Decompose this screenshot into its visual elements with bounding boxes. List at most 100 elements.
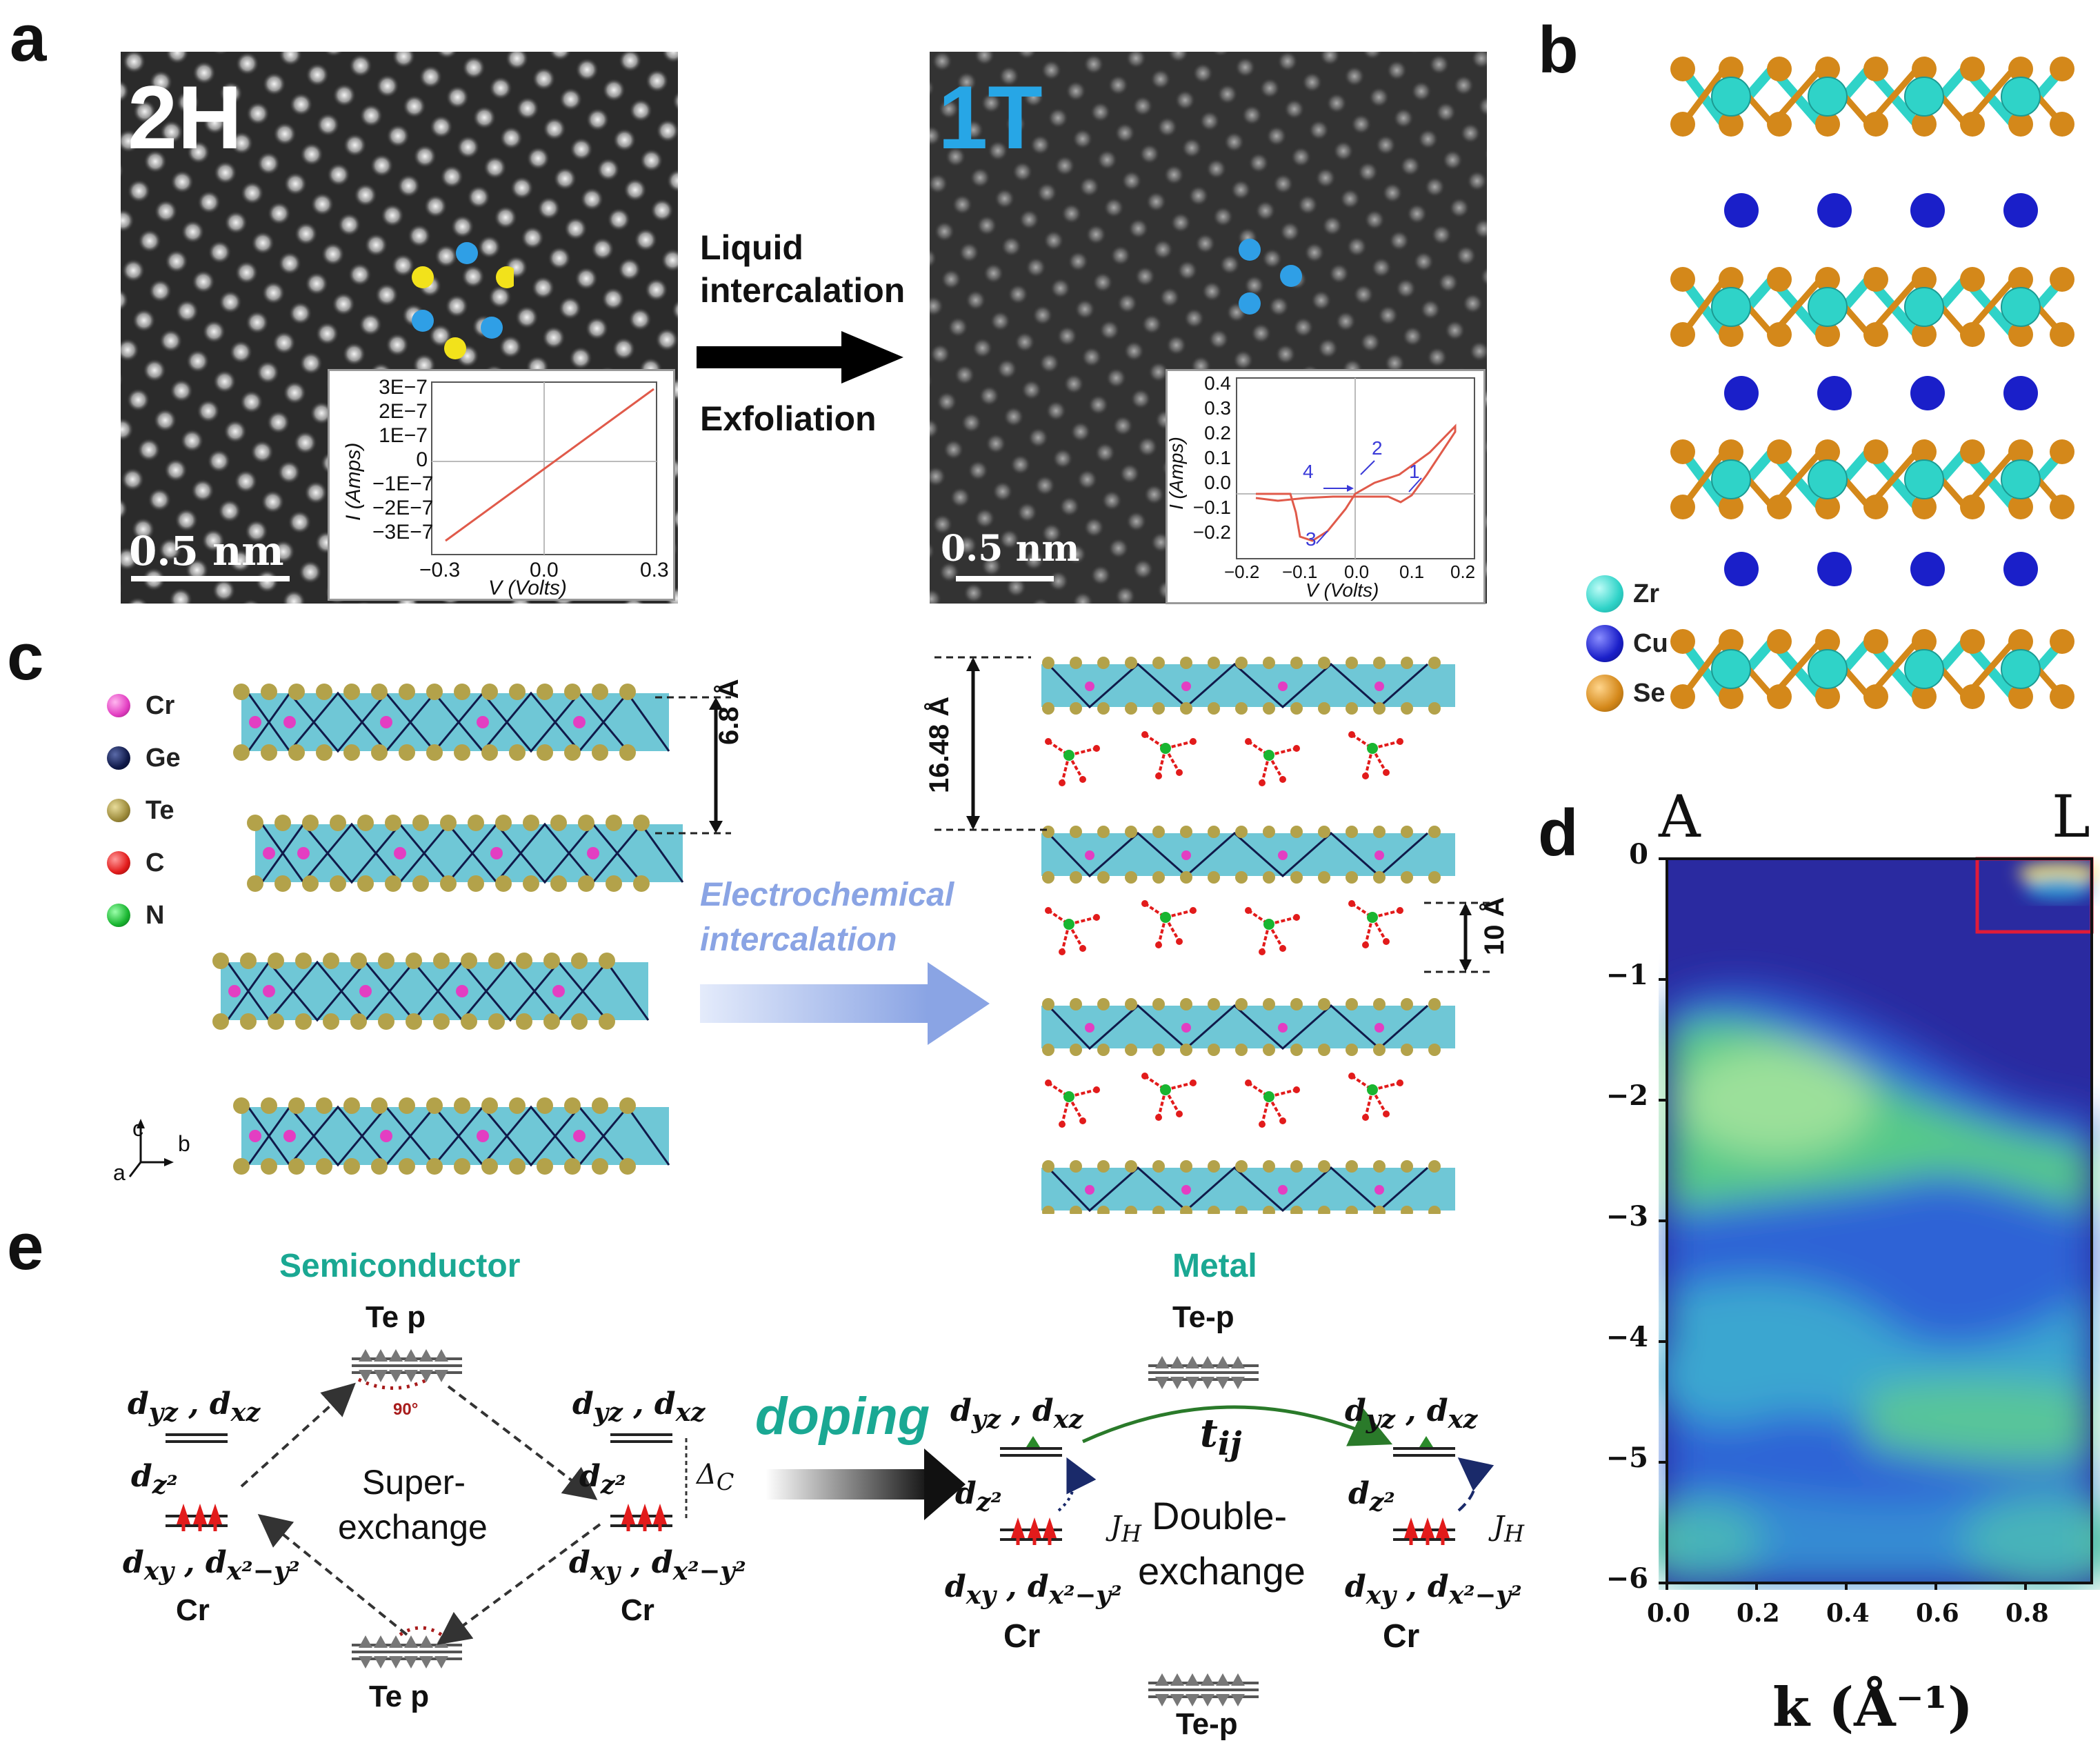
iv-left-yticks: 3E−7 2E−7 1E−7 0 −1E−7 −2E−7 −3E−7 [372,375,434,544]
arrow-icon-c [700,962,990,1045]
d-symbol: d [1032,1393,1054,1428]
axis-label-c: c [132,1116,143,1141]
k-point-a: A [1659,783,1701,850]
xtick: 0.2 [1450,561,1476,582]
orbital-sub: z² [600,1469,626,1500]
orbital-label-dyz-dxz-metal-right: dyz , dxz [1345,1393,1478,1434]
xtick: 0.0 [1344,561,1370,582]
double-exchange-text: exchange [1138,1549,1306,1593]
legend-item-zr: Zr [1586,569,1668,619]
j-symbol: J [1493,1511,1505,1542]
k-axis-label: k (Å⁻¹) [1772,1676,1973,1739]
iv-left-ylabel: I (Amps) [342,442,365,521]
ytick: 0.3 [1204,397,1231,419]
ytick: 0.0 [1204,472,1231,493]
energy-tick: −4 [1606,1321,1648,1353]
panel-label-e: e [7,1210,44,1284]
sweep-label: 2 [1372,437,1383,459]
ytick: 3E−7 [379,376,428,399]
ytick: 0.1 [1204,447,1231,468]
orbital-sub: xz [230,1397,261,1427]
ge-atom-icon [107,746,130,770]
arpes-map [1659,857,2100,1590]
title-metal: Metal [1172,1248,1257,1284]
crgete-intercalated [1040,655,1457,1214]
legend-item-se: Se [1586,668,1668,718]
legend-item-n: N [107,889,181,942]
k-tick: 0.6 [1916,1599,1959,1628]
j-sub: H [1121,1520,1142,1547]
delta-symbol: Δ [697,1459,717,1491]
legend-label: Zr [1633,579,1659,608]
orbital-sub: z² [976,1486,1002,1517]
ytick: −0.1 [1192,497,1231,518]
cr-label: Cr [1383,1618,1420,1655]
iv-right-xlabel: V (Volts) [1306,579,1379,601]
sweep-label: 1 [1409,461,1420,482]
spacing-marker-6.8 [655,696,731,835]
energy-tick: −5 [1606,1442,1648,1474]
d-symbol: d [569,1545,590,1580]
legend-label: Cr [146,690,175,720]
cr-atom-icon [107,694,130,717]
spacing-marker-10 [1424,902,1493,973]
k-tick: 0.4 [1826,1599,1870,1628]
orbital-label-dz2-metal-left: dz² [955,1476,1002,1517]
xtick: 0.1 [1399,561,1425,582]
double-text: Double- [1152,1494,1288,1537]
title-semiconductor: Semiconductor [279,1248,521,1284]
xtick: 0.0 [530,559,559,581]
arrow-text-electrochemical: Electrochemical [700,877,954,913]
d-symbol: d [950,1393,972,1428]
legend-item-te: Te [107,784,181,837]
orbital-label-dz2-metal-right: dz² [1348,1476,1395,1517]
ytick: 0.2 [1204,422,1231,444]
legend-item-cu: Cu [1586,619,1668,668]
axis-label-b: b [178,1131,190,1156]
orbital-sub: x²−y² [672,1555,746,1586]
d-symbol: d [1345,1393,1366,1428]
orbital-sub: z² [152,1469,178,1500]
orbital-sub: yz [971,1404,1001,1434]
panel-label-b: b [1538,13,1579,87]
ytick: 1E−7 [379,424,428,447]
axes-icon [128,1119,174,1177]
ytick: 0.4 [1204,372,1231,394]
energy-tick: −3 [1606,1200,1648,1233]
orbital-sub: yz [593,1397,623,1427]
orbital-label-dxy-left: dxy , dx²−y² [123,1545,300,1586]
cr-label: Cr [621,1593,654,1627]
d-symbol: d [205,1545,227,1580]
atom-lattice-1t [930,52,1487,604]
d-symbol: d [1345,1569,1366,1604]
phase-label-1t: 1T [938,67,1043,168]
c-atom-icon [107,851,130,875]
arrow-icon-a [697,331,903,384]
scale-bar-left [131,576,290,581]
k-tick: 0.0 [1647,1599,1690,1628]
orbital-label-dz2-mid: dz² [579,1459,626,1500]
legend-b: Zr Cu Se [1586,569,1668,718]
legend-label: Cu [1633,628,1668,658]
energy-tick: 0 [1629,838,1648,870]
stem-image-1t: 1T 0.5 nm [930,52,1487,604]
orbital-sub: xy [143,1555,174,1586]
jh-left: JH [1110,1511,1141,1547]
iv-inset-1t: 2 1 3 4 0.4 0.3 0.2 0.1 0.0 −0.1 −0.2 I … [1166,369,1486,604]
orbital-sub: xy [1366,1580,1396,1610]
panel-label-d: d [1538,796,1579,870]
doping-label: doping [755,1387,930,1446]
panel-label-a: a [10,1,47,75]
orbital-sub: xz [1053,1404,1083,1434]
scale-label-left: 0.5 nm [129,528,284,575]
ytick: −0.2 [1192,521,1231,543]
ytick: −2E−7 [372,497,434,519]
iv-right-yticks: 0.4 0.3 0.2 0.1 0.0 −0.1 −0.2 [1188,371,1231,545]
te-p-bottom: Te p [369,1680,430,1713]
legend-c: Cr Ge Te C N [107,679,181,942]
cu-atom-icon [1586,625,1623,662]
te-p-metal-top: Te-p [1172,1300,1234,1334]
d-symbol: d [945,1569,966,1604]
orbital-label-dxy-metal-left: dxy , dx²−y² [945,1569,1122,1610]
spacing-label-6.8: 6.8 Å [714,679,744,745]
